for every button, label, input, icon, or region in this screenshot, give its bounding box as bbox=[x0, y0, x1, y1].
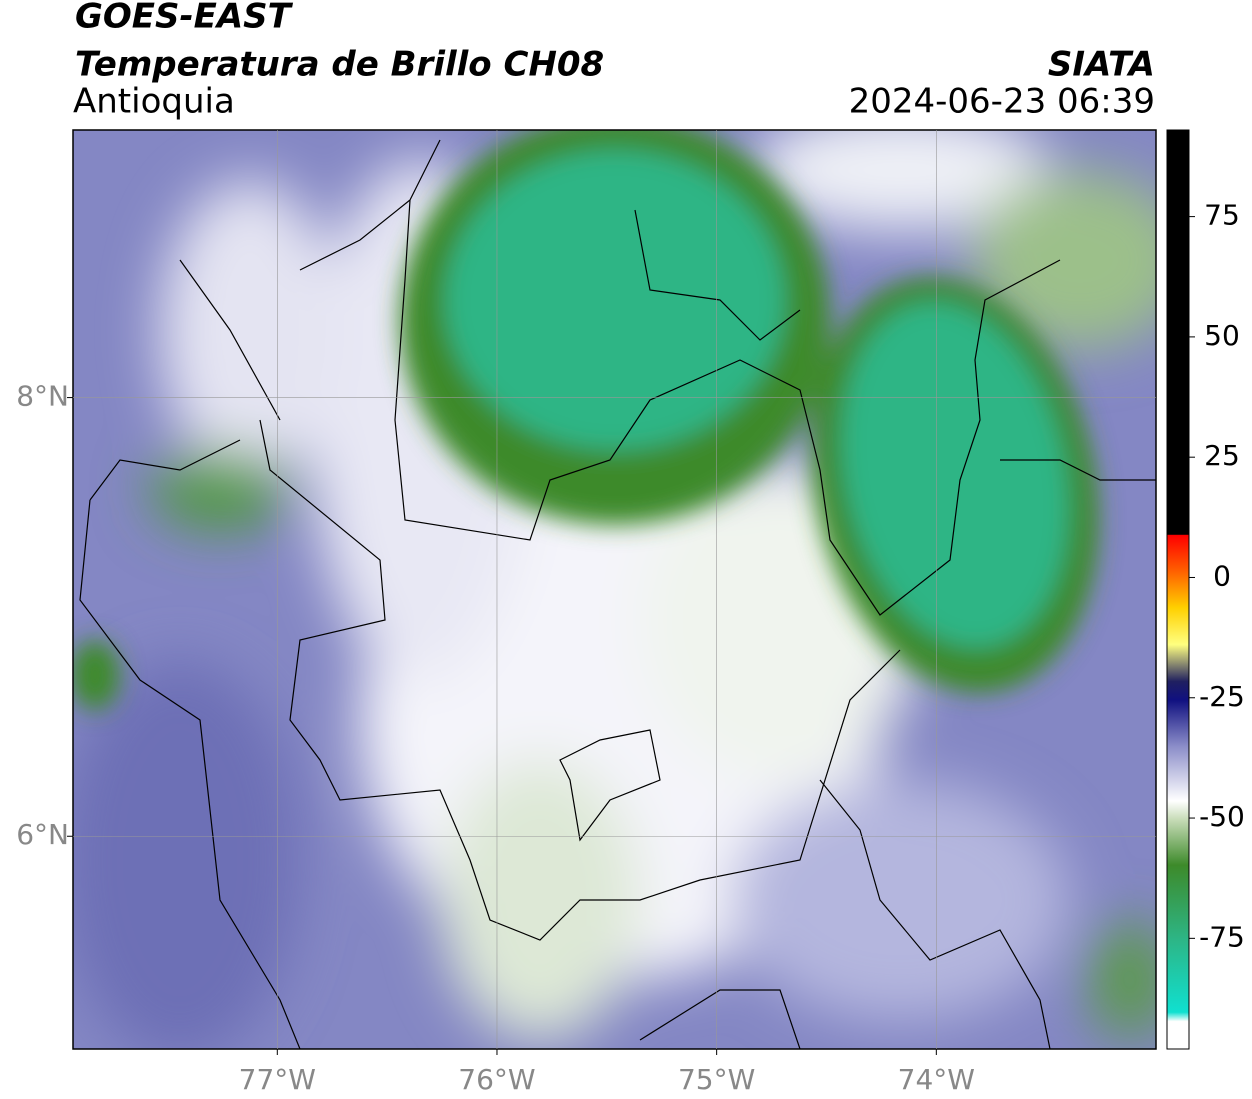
map-image bbox=[73, 130, 1156, 1049]
y-tick-label: 8°N bbox=[16, 380, 69, 413]
colorbar-label: 75 bbox=[1204, 199, 1240, 232]
colorbar-label: -25 bbox=[1199, 680, 1245, 713]
timestamp: 2024-06-23 06:39 bbox=[849, 82, 1155, 122]
colorbar-label: 0 bbox=[1213, 559, 1231, 592]
x-tick-label: 77°W bbox=[239, 1063, 316, 1096]
subtitle: Temperatura de Brillo CH08 bbox=[75, 45, 604, 85]
colorbar-label: 25 bbox=[1204, 439, 1240, 472]
colorbar-label: 50 bbox=[1204, 319, 1240, 352]
title: GOES-EAST bbox=[75, 0, 294, 37]
colorbar-label: -50 bbox=[1199, 800, 1245, 833]
source: SIATA bbox=[1048, 45, 1155, 85]
colorbar-label: -75 bbox=[1199, 920, 1245, 953]
x-tick-label: 76°W bbox=[458, 1063, 535, 1096]
region: Antioquia bbox=[73, 82, 235, 122]
y-tick-label: 6°N bbox=[16, 818, 69, 851]
x-tick-label: 75°W bbox=[678, 1063, 755, 1096]
colorbar bbox=[1166, 129, 1190, 1050]
x-tick-label: 74°W bbox=[898, 1063, 975, 1096]
map-frame bbox=[72, 129, 1157, 1050]
